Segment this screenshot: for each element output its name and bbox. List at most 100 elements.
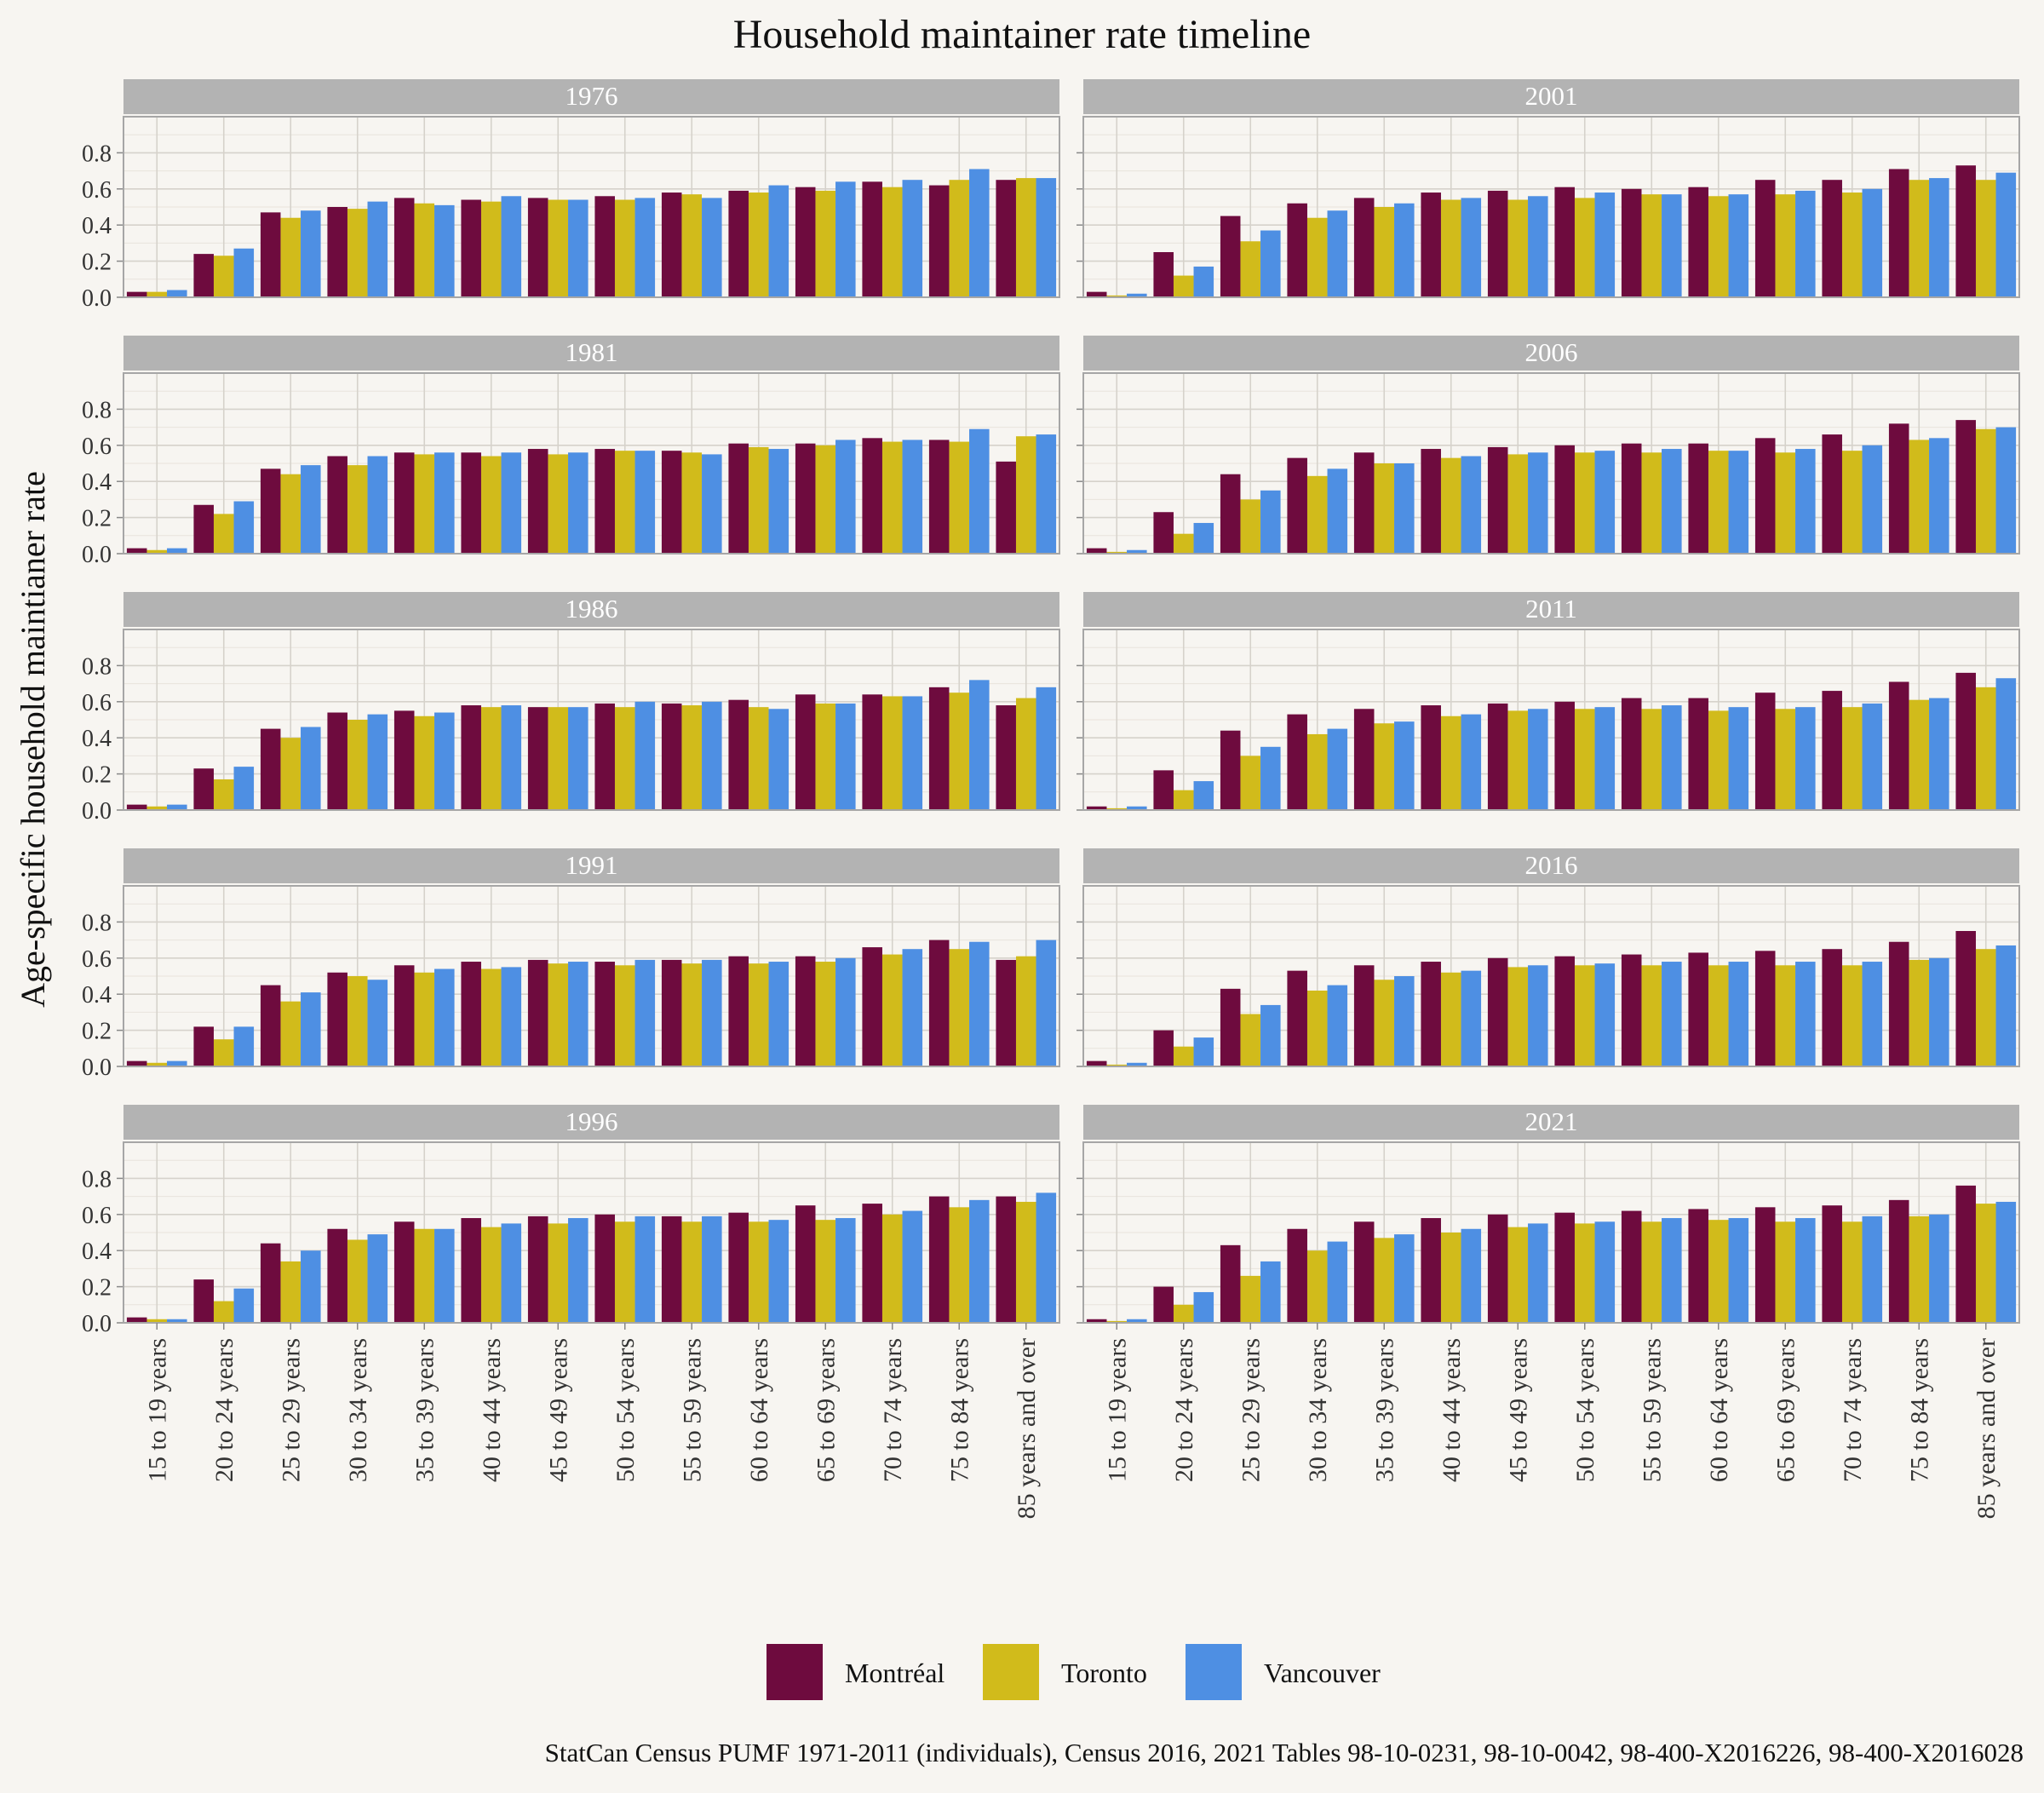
bar	[1728, 451, 1749, 554]
bar	[1127, 1062, 1147, 1066]
bar	[969, 428, 990, 554]
bar	[928, 1196, 950, 1323]
bar	[1086, 1319, 1107, 1323]
bar	[969, 680, 990, 810]
bar	[1775, 452, 1796, 554]
bar	[1306, 733, 1328, 810]
bar	[1036, 940, 1057, 1066]
bar	[1955, 165, 1976, 297]
bar	[434, 452, 455, 554]
bar	[301, 465, 321, 554]
bar	[213, 779, 234, 810]
bar	[1754, 180, 1776, 297]
bar	[1955, 672, 1976, 810]
bar	[1240, 756, 1261, 810]
facet-strip-label: 1986	[566, 594, 618, 624]
bar	[1929, 1214, 1949, 1323]
bar	[795, 956, 816, 1066]
bar	[193, 504, 214, 554]
bar	[1708, 1220, 1729, 1323]
bar	[1086, 1060, 1107, 1066]
bar	[1641, 709, 1662, 810]
bar	[835, 1218, 856, 1323]
bar	[1487, 703, 1508, 810]
bar	[1688, 952, 1708, 1066]
bar	[1306, 1250, 1328, 1323]
bar	[1173, 790, 1194, 810]
bar	[1862, 1215, 1883, 1323]
bar	[1036, 687, 1057, 810]
bar	[126, 548, 147, 554]
bar	[367, 456, 388, 554]
facet-strip	[123, 79, 1059, 114]
bar	[902, 949, 923, 1066]
bar	[949, 441, 970, 554]
bar	[548, 454, 569, 554]
bar	[327, 207, 347, 297]
bar	[1862, 445, 1883, 554]
bar	[862, 181, 882, 297]
facet-panel: 1976 0.0 0.2 0.4 0.6 0.8	[82, 79, 1060, 312]
bar	[1528, 1223, 1548, 1323]
panel-border	[123, 116, 1060, 298]
bar	[280, 738, 301, 810]
bar	[1929, 957, 1949, 1066]
bar	[1153, 512, 1174, 554]
bar	[1775, 965, 1796, 1066]
bar	[193, 254, 214, 297]
bar	[815, 703, 836, 810]
bar	[1106, 295, 1128, 297]
bar	[1862, 703, 1883, 810]
bar	[1374, 1238, 1395, 1323]
bar	[1015, 436, 1036, 554]
bar	[1995, 427, 2017, 554]
bar	[1086, 291, 1107, 297]
bar	[501, 705, 522, 810]
bar	[1688, 443, 1708, 554]
bar	[260, 985, 281, 1066]
bar	[167, 548, 187, 554]
bar	[702, 1215, 722, 1323]
bar	[815, 445, 836, 554]
bar	[1754, 438, 1776, 554]
bar	[367, 1234, 388, 1323]
bar	[1153, 1030, 1174, 1066]
x-tick-label: 40 to 44 years	[1438, 1338, 1466, 1482]
bar	[301, 1250, 321, 1323]
bar	[434, 968, 455, 1066]
bar	[1688, 698, 1708, 810]
x-tick-label: 60 to 64 years	[745, 1338, 773, 1482]
bar	[1728, 707, 1749, 810]
bar	[480, 707, 502, 810]
bar	[480, 201, 502, 297]
facet-strip-label: 2021	[1525, 1106, 1578, 1136]
bar	[1327, 1241, 1348, 1323]
facet-strip	[1083, 592, 2019, 627]
bar	[1554, 701, 1575, 810]
facet-panel: 2006	[1077, 336, 2020, 555]
bar	[1440, 457, 1461, 554]
bar	[146, 291, 168, 297]
bar	[1394, 1234, 1415, 1323]
bar	[1461, 970, 1482, 1066]
bar	[681, 194, 703, 297]
bar	[1888, 1199, 1909, 1323]
bar	[835, 181, 856, 297]
y-tick-label: 0.6	[82, 690, 112, 716]
bar	[1995, 172, 2017, 297]
bar	[233, 767, 255, 810]
bar	[548, 707, 569, 810]
bar	[213, 256, 234, 297]
x-tick-label: 55 to 59 years	[1638, 1338, 1666, 1482]
bar	[1306, 217, 1328, 297]
bar	[1327, 985, 1348, 1066]
bar	[480, 456, 502, 554]
bar	[702, 454, 722, 554]
bar	[1909, 1215, 1930, 1323]
bar	[1153, 1286, 1174, 1323]
bar	[280, 474, 301, 554]
bar	[1841, 707, 1863, 810]
bar	[347, 976, 368, 1066]
bar	[1193, 1291, 1214, 1323]
bar	[702, 959, 722, 1066]
